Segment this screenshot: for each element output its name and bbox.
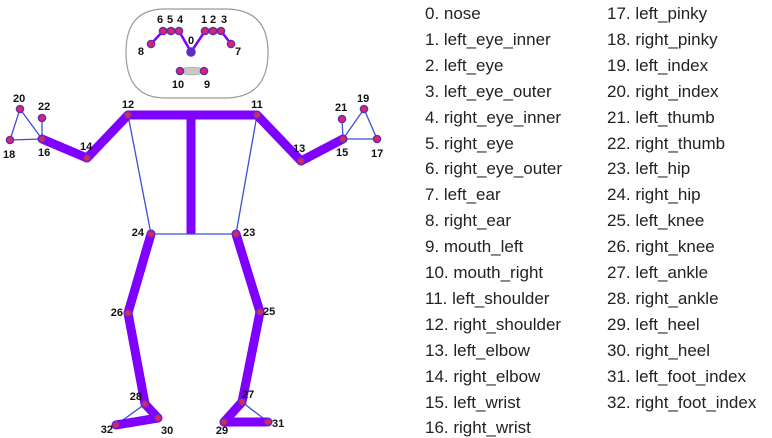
joint-17 — [372, 134, 382, 144]
limb-11-13 — [252, 110, 306, 166]
joint-20 — [15, 104, 25, 114]
joint-22 — [37, 113, 47, 123]
joint-29 — [219, 417, 229, 427]
joint-label-9: 9 — [204, 79, 210, 91]
joint-label-8: 8 — [138, 46, 144, 58]
joint-6 — [158, 26, 168, 36]
joint-4 — [174, 26, 184, 36]
joint-label-32: 32 — [101, 424, 113, 436]
joint-label-20: 20 — [13, 93, 25, 105]
joint-label-1: 1 — [201, 14, 207, 26]
joint-30 — [153, 413, 163, 423]
joint-5 — [166, 26, 176, 36]
joint-label-24: 24 — [132, 227, 145, 239]
joint-label-13: 13 — [293, 143, 305, 155]
joint-2 — [208, 26, 218, 36]
joint-13 — [296, 156, 306, 166]
joint-7 — [226, 39, 236, 49]
joint-label-29: 29 — [216, 425, 228, 437]
connector-18-20 — [9, 108, 21, 141]
joint-12 — [123, 110, 133, 120]
joint-label-18: 18 — [3, 149, 15, 161]
joint-label-28: 28 — [130, 391, 142, 403]
joint-label-25: 25 — [263, 306, 275, 318]
head-outline — [125, 8, 269, 99]
head-region — [125, 8, 269, 99]
joint-31 — [263, 417, 273, 427]
joint-label-19: 19 — [357, 93, 369, 105]
joint-8 — [146, 39, 156, 49]
connector-17-19 — [363, 108, 378, 140]
limb-24-26 — [123, 229, 156, 318]
joint-18 — [5, 135, 15, 145]
joint-label-5: 5 — [167, 14, 173, 26]
joint-25 — [255, 307, 265, 317]
joint-label-26: 26 — [111, 307, 123, 319]
joint-1 — [200, 26, 210, 36]
joint-label-2: 2 — [210, 14, 216, 26]
joint-label-21: 21 — [335, 102, 347, 114]
joint-16 — [37, 134, 47, 144]
joint-label-23: 23 — [243, 227, 255, 239]
joint-label-16: 16 — [38, 147, 50, 159]
joint-0 — [186, 47, 196, 57]
limb-26-28 — [123, 308, 150, 409]
joint-label-4: 4 — [177, 14, 184, 26]
limb-13-15 — [296, 134, 348, 166]
joint-9 — [199, 66, 209, 76]
joint-14 — [82, 153, 92, 163]
joint-label-15: 15 — [336, 147, 348, 159]
joint-label-3: 3 — [221, 14, 227, 26]
joint-21 — [337, 114, 347, 124]
connector-16-20 — [19, 108, 43, 140]
joint-label-14: 14 — [80, 141, 93, 153]
joint-10 — [175, 66, 185, 76]
joint-label-6: 6 — [157, 14, 163, 26]
limb-23-25 — [231, 229, 265, 317]
limb-14-16 — [37, 134, 92, 163]
joint-24 — [146, 229, 156, 239]
joint-label-22: 22 — [38, 101, 50, 113]
joint-27 — [237, 397, 247, 407]
joint-28 — [140, 399, 150, 409]
joint-11 — [252, 110, 262, 120]
joint-3 — [216, 26, 226, 36]
joint-label-0: 0 — [188, 35, 194, 47]
joint-label-17: 17 — [371, 148, 383, 160]
joint-label-11: 11 — [251, 99, 263, 111]
limb-30-32 — [111, 413, 163, 430]
joint-label-31: 31 — [272, 418, 284, 430]
joint-23 — [231, 229, 241, 239]
joint-26 — [123, 308, 133, 318]
connector-15-19 — [342, 108, 365, 140]
joint-32 — [111, 420, 121, 430]
connector-11-23 — [235, 114, 258, 235]
limb-12-14 — [82, 110, 133, 163]
connector-12-24 — [127, 114, 152, 235]
connector-16-18 — [9, 138, 43, 141]
limb-25-27 — [237, 307, 265, 407]
joint-label-7: 7 — [235, 46, 241, 58]
mouth-shape — [180, 66, 204, 76]
joint-label-30: 30 — [161, 425, 173, 437]
joint-19 — [359, 104, 369, 114]
joint-label-10: 10 — [172, 79, 184, 91]
joint-label-12: 12 — [122, 99, 134, 111]
joint-label-27: 27 — [242, 389, 254, 401]
joint-15 — [338, 134, 348, 144]
